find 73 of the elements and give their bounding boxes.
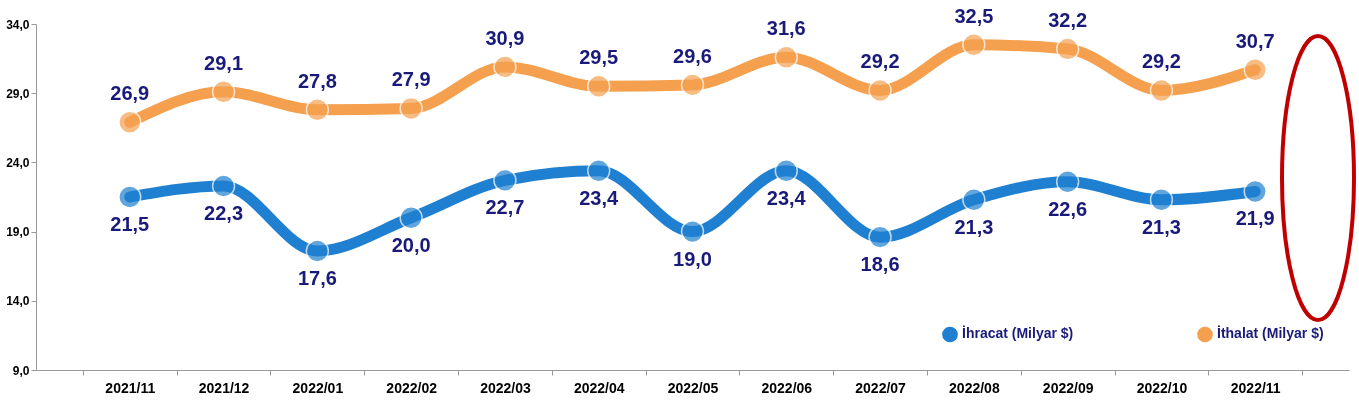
x-tick-label: 2022/02 — [386, 379, 438, 396]
data-label: 21,3 — [954, 215, 994, 238]
point — [1243, 57, 1267, 82]
data-label: 29,5 — [579, 46, 619, 69]
y-tick-label: 29,0 — [6, 86, 30, 101]
x-tick-label: 2022/03 — [480, 379, 531, 396]
data-label: 22,7 — [485, 196, 525, 219]
point — [774, 45, 798, 69]
point — [1055, 170, 1080, 194]
point — [587, 159, 611, 183]
x-tick-label: 2022/06 — [761, 379, 813, 396]
y-tick-label: 19,0 — [6, 225, 30, 240]
x-tick-label: 2022/07 — [855, 379, 907, 396]
data-label: 26,9 — [110, 82, 150, 105]
data-label: 22,6 — [1048, 197, 1088, 220]
point — [493, 168, 517, 193]
data-label: 23,4 — [766, 186, 807, 209]
point — [868, 78, 892, 103]
point — [1055, 37, 1080, 61]
data-label: 20,0 — [391, 233, 431, 256]
point — [493, 55, 517, 79]
x-tick-label: 2022/05 — [667, 379, 719, 396]
data-label: 21,3 — [1141, 215, 1181, 238]
data-label: 23,4 — [579, 186, 620, 209]
data-label: 17,6 — [297, 266, 337, 289]
point — [868, 225, 892, 249]
point — [962, 188, 986, 212]
point — [774, 159, 798, 183]
point — [1149, 78, 1174, 103]
data-label: 29,1 — [204, 51, 244, 74]
data-label: 18,6 — [860, 253, 900, 276]
point — [211, 174, 236, 198]
x-tick-label: 2021/12 — [198, 379, 250, 396]
point — [305, 98, 330, 122]
data-label: 29,2 — [1141, 50, 1181, 73]
x-tick-label: 2022/01 — [292, 379, 344, 396]
y-tick-label: 14,0 — [6, 294, 30, 309]
point — [211, 80, 236, 104]
x-tick-label: 2021/11 — [105, 379, 156, 396]
legend-label: İthalat (Milyar $) — [1217, 325, 1324, 342]
point — [118, 185, 142, 209]
data-label: 30,9 — [485, 26, 525, 49]
y-tick-label: 9,0 — [12, 363, 30, 378]
y-tick-label: 34,0 — [6, 17, 30, 32]
data-label: 29,2 — [860, 50, 900, 73]
x-tick-label: 2022/04 — [573, 379, 625, 396]
y-tick-label: 24,0 — [6, 155, 30, 170]
legend-label: İhracat (Milyar $) — [962, 325, 1074, 342]
point — [399, 96, 423, 121]
point — [1149, 188, 1174, 212]
x-tick-label: 2022/09 — [1042, 379, 1094, 396]
point — [680, 73, 705, 97]
data-label: 30,7 — [1235, 29, 1275, 52]
point — [962, 33, 986, 57]
data-label: 21,9 — [1235, 207, 1275, 230]
point — [305, 239, 330, 263]
data-label: 19,0 — [673, 247, 712, 270]
data-label: 32,5 — [954, 4, 994, 27]
data-label: 21,5 — [110, 213, 150, 235]
point — [1243, 179, 1267, 204]
x-tick-label: 2022/10 — [1136, 379, 1188, 396]
point — [118, 110, 142, 134]
point — [680, 219, 705, 244]
point — [587, 74, 611, 98]
data-label: 31,6 — [766, 17, 806, 40]
point — [399, 206, 423, 230]
data-label: 27,9 — [391, 68, 431, 91]
x-tick-label: 2022/11 — [1230, 379, 1281, 396]
data-label: 29,6 — [673, 44, 712, 67]
data-label: 22,3 — [204, 201, 244, 224]
x-tick-label: 2022/08 — [949, 379, 1000, 396]
data-label: 27,8 — [297, 69, 337, 92]
data-label: 32,2 — [1048, 8, 1088, 31]
